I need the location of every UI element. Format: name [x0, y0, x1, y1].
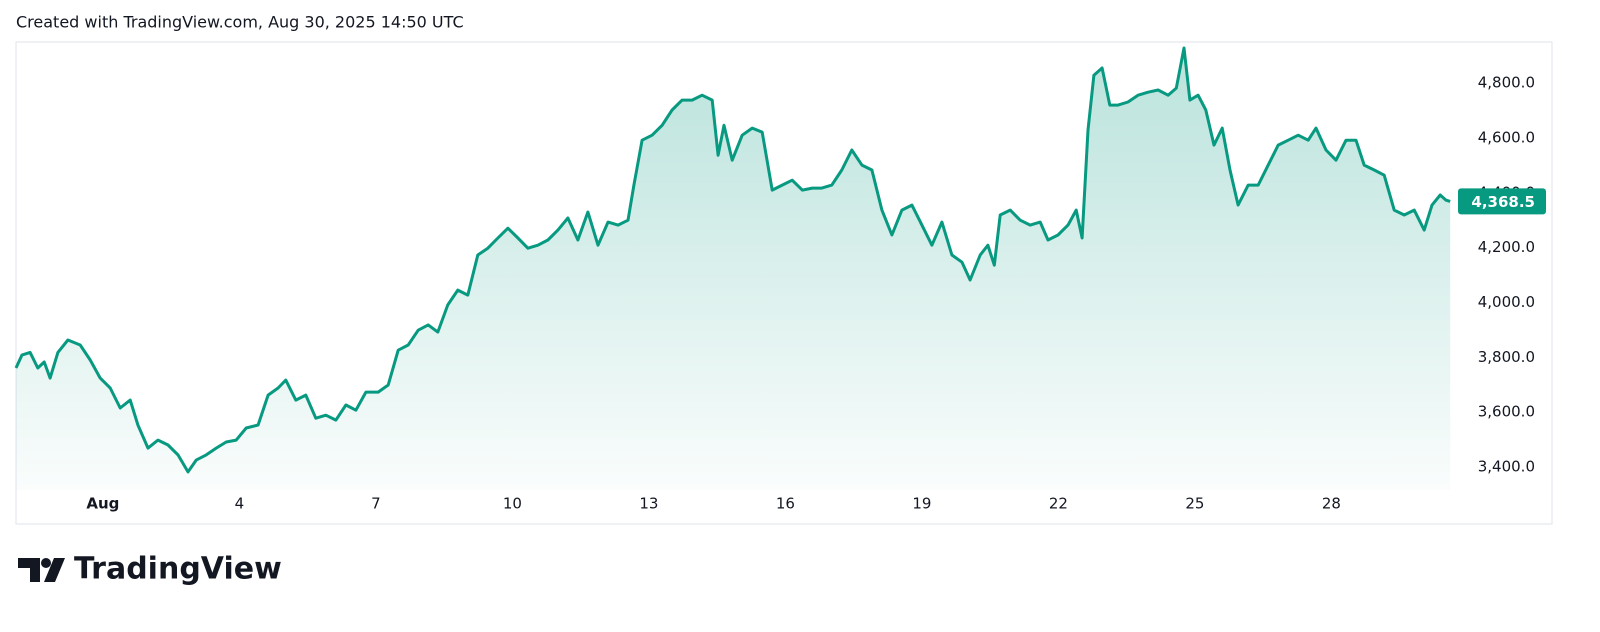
header: Created with TradingView.com, Aug 30, 20…	[16, 13, 464, 32]
y-tick-label: 4,000.0	[1478, 293, 1535, 311]
y-tick-label: 3,800.0	[1478, 348, 1535, 366]
x-tick-label: 28	[1322, 495, 1341, 513]
y-tick-label: 3,400.0	[1478, 457, 1535, 475]
x-tick-label: 13	[639, 495, 658, 513]
y-tick-label: 4,800.0	[1478, 74, 1535, 92]
area-fill	[16, 48, 1451, 490]
y-tick-label: 4,200.0	[1478, 238, 1535, 256]
panel-border	[15, 41, 1553, 525]
x-tick-label: 10	[503, 495, 522, 513]
x-tick-label: 25	[1185, 495, 1204, 513]
x-tick-label: 19	[912, 495, 931, 513]
x-tick-label: 22	[1049, 495, 1068, 513]
brand-logo	[18, 558, 65, 582]
x-tick-label: 16	[776, 495, 795, 513]
brand-name: TradingView	[74, 552, 282, 587]
x-tick-label: 4	[235, 495, 245, 513]
y-tick-label: 4,600.0	[1478, 128, 1535, 146]
x-tick-label: Aug	[86, 495, 119, 513]
y-tick-label: 3,600.0	[1478, 403, 1535, 421]
price-line	[14, 46, 1451, 474]
x-tick-label: 7	[371, 495, 381, 513]
last-price-label: 4,368.5	[1471, 193, 1535, 211]
last-price-tag	[1458, 188, 1546, 215]
